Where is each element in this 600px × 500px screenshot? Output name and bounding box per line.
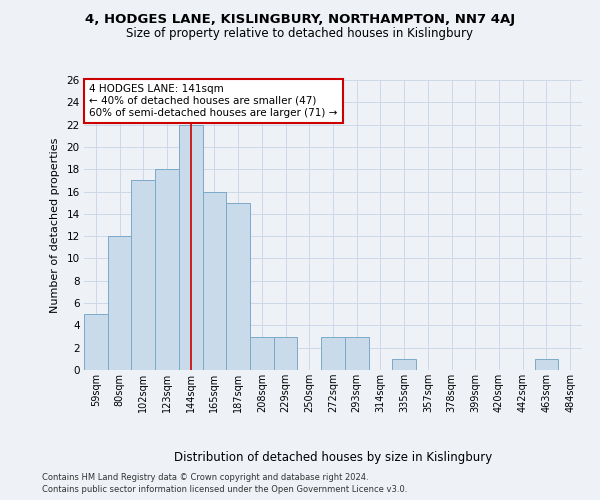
Bar xyxy=(274,336,298,370)
Bar xyxy=(203,192,226,370)
Bar xyxy=(108,236,131,370)
Bar xyxy=(226,202,250,370)
Bar xyxy=(179,124,203,370)
Bar xyxy=(321,336,345,370)
Text: Contains public sector information licensed under the Open Government Licence v3: Contains public sector information licen… xyxy=(42,485,407,494)
Bar xyxy=(131,180,155,370)
Y-axis label: Number of detached properties: Number of detached properties xyxy=(50,138,59,312)
Text: 4, HODGES LANE, KISLINGBURY, NORTHAMPTON, NN7 4AJ: 4, HODGES LANE, KISLINGBURY, NORTHAMPTON… xyxy=(85,12,515,26)
Bar xyxy=(250,336,274,370)
Bar xyxy=(392,359,416,370)
Bar xyxy=(84,314,108,370)
Bar xyxy=(345,336,368,370)
Bar xyxy=(155,169,179,370)
Text: 4 HODGES LANE: 141sqm
← 40% of detached houses are smaller (47)
60% of semi-deta: 4 HODGES LANE: 141sqm ← 40% of detached … xyxy=(89,84,337,117)
X-axis label: Distribution of detached houses by size in Kislingbury: Distribution of detached houses by size … xyxy=(174,451,492,464)
Text: Contains HM Land Registry data © Crown copyright and database right 2024.: Contains HM Land Registry data © Crown c… xyxy=(42,472,368,482)
Text: Size of property relative to detached houses in Kislingbury: Size of property relative to detached ho… xyxy=(127,28,473,40)
Bar xyxy=(535,359,558,370)
